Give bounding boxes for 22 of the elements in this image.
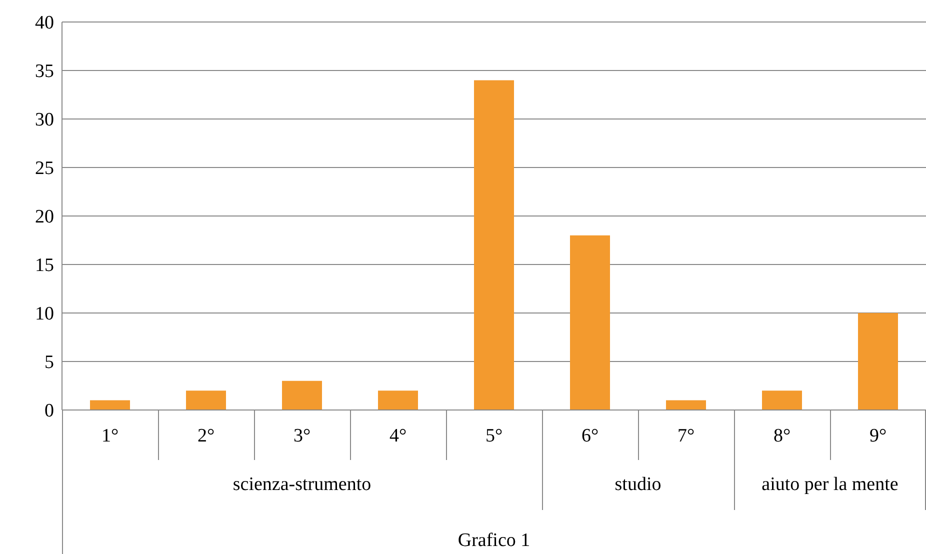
x-tick-label: 6° <box>581 425 599 446</box>
y-tick-label: 25 <box>35 158 54 180</box>
y-tick-label: 10 <box>35 304 54 325</box>
x-tick-label: 9° <box>869 425 887 446</box>
y-tick-label: 40 <box>35 12 54 34</box>
x-tick-label: 2° <box>197 425 215 446</box>
x-tick-label: 7° <box>677 425 695 446</box>
x-tick-label: 1° <box>101 425 119 446</box>
x-tick-label: 3° <box>293 425 311 446</box>
text: studio <box>614 473 662 497</box>
x-tick-label: 8° <box>773 425 791 446</box>
x-axis-title: Grafico 1 <box>456 529 532 553</box>
y-tick-label: 5 <box>44 352 54 374</box>
text: aiuto per la mente <box>760 473 900 497</box>
y-tick-label: 0 <box>44 400 54 422</box>
x-tick-label: 4° <box>389 425 407 446</box>
x-tick-label: 5° <box>485 425 503 446</box>
y-tick-label: 35 <box>35 61 54 82</box>
y-tick-label: 20 <box>35 206 54 228</box>
y-tick-label: 30 <box>35 110 54 131</box>
text: scienza-strumento <box>232 473 372 497</box>
y-tick-label: 15 <box>35 255 54 276</box>
